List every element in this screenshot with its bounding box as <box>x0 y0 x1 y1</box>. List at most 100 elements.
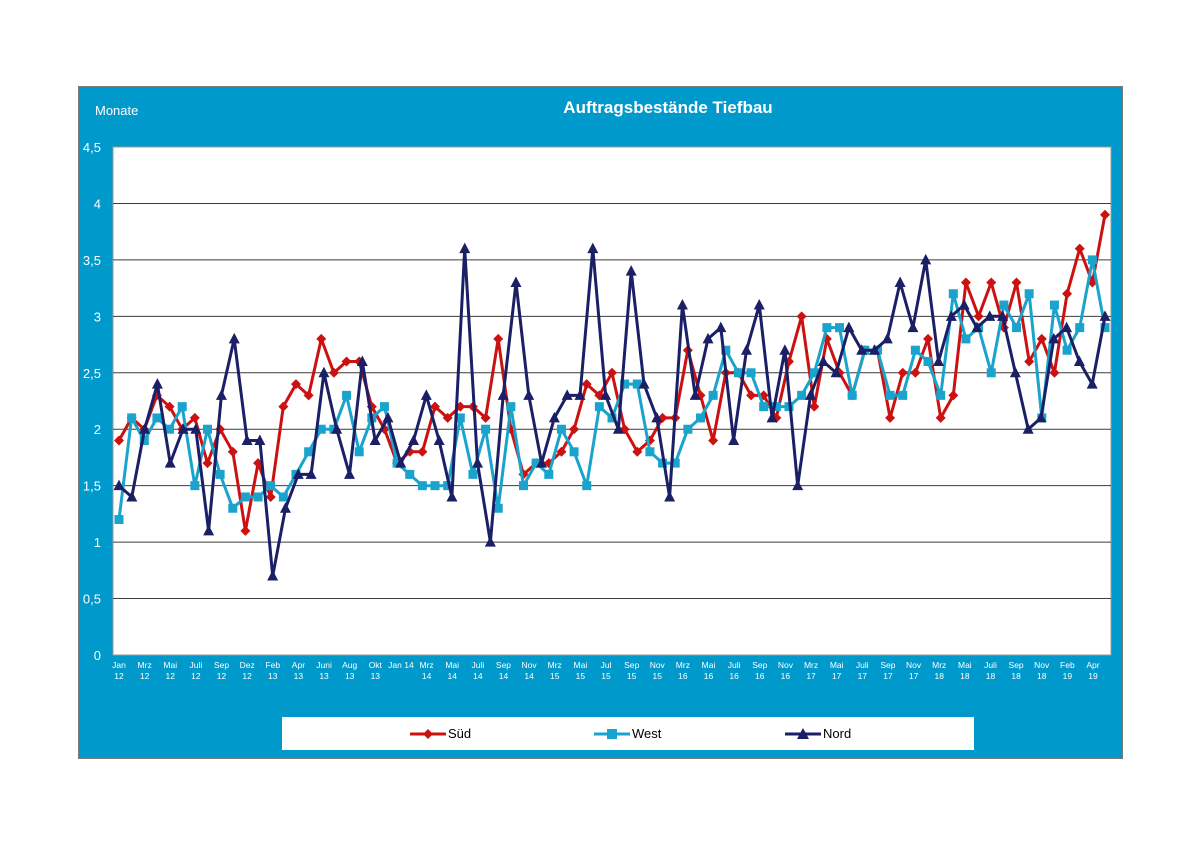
data-point-sued <box>493 333 504 344</box>
x-tick-month: Jul <box>601 660 612 670</box>
data-point-west <box>519 481 529 491</box>
data-point-west <box>405 469 415 479</box>
data-point-sued <box>581 379 592 390</box>
x-tick-month: Feb <box>1060 660 1075 670</box>
data-point-nord <box>933 355 945 366</box>
legend-label-west: West <box>632 726 662 741</box>
x-tick-year: 12 <box>217 671 227 681</box>
chart-title: Auftragsbestände Tiefbau <box>563 98 772 117</box>
data-point-nord <box>395 457 407 468</box>
data-point-west <box>645 447 655 457</box>
x-tick-month: Mrz <box>804 660 818 670</box>
data-point-west <box>607 413 617 423</box>
data-point-sued <box>746 390 757 401</box>
data-point-west <box>481 424 491 434</box>
x-tick-year: 15 <box>627 671 637 681</box>
data-point-nord <box>625 265 637 276</box>
x-tick-month: Juli <box>984 660 997 670</box>
data-point-nord <box>459 242 471 254</box>
x-tick-month: Sep <box>1009 660 1024 670</box>
data-point-west <box>771 402 781 412</box>
data-point-west <box>569 447 579 457</box>
data-point-sued <box>480 412 491 423</box>
data-point-nord <box>664 490 676 502</box>
data-point-nord <box>804 389 816 400</box>
data-point-west <box>392 458 402 468</box>
data-point-west <box>923 356 933 366</box>
x-tick-month: Sep <box>214 660 229 670</box>
data-point-nord <box>869 344 881 355</box>
data-point-nord <box>689 389 701 400</box>
x-tick-year: 19 <box>1088 671 1098 681</box>
x-tick-month: Juli <box>190 660 203 670</box>
data-point-sued <box>632 446 643 457</box>
x-tick-year: 14 <box>473 671 483 681</box>
x-tick-year: 12 <box>166 671 176 681</box>
data-point-sued <box>973 311 984 322</box>
x-tick-year: 17 <box>832 671 842 681</box>
data-point-sued <box>708 435 719 446</box>
x-tick-year: 13 <box>294 671 304 681</box>
data-point-nord <box>676 299 688 310</box>
legend-swatch-west <box>594 728 630 739</box>
data-point-nord <box>523 389 535 400</box>
data-point-west <box>948 289 958 299</box>
data-point-nord <box>600 389 612 400</box>
data-point-sued <box>202 458 213 469</box>
data-point-nord <box>792 479 804 491</box>
data-point-west <box>1062 345 1072 355</box>
data-point-nord <box>126 490 138 502</box>
data-point-west <box>733 368 743 378</box>
data-point-sued <box>442 412 453 423</box>
data-point-nord <box>740 344 752 355</box>
data-point-nord <box>766 411 778 423</box>
data-point-west <box>417 481 427 491</box>
data-point-sued <box>897 367 908 378</box>
x-tick-year: 12 <box>191 671 201 681</box>
x-tick-month: Sep <box>496 660 511 670</box>
data-point-nord <box>356 355 368 366</box>
x-tick-year: 12 <box>242 671 252 681</box>
series-nord <box>113 242 1111 581</box>
data-point-west <box>1049 300 1059 310</box>
data-point-west <box>215 469 225 479</box>
data-point-nord <box>612 423 624 434</box>
data-point-nord <box>151 378 163 389</box>
y-tick-label: 2 <box>94 422 101 437</box>
data-point-sued <box>569 424 580 435</box>
data-point-west <box>228 503 238 513</box>
data-point-nord <box>651 411 663 423</box>
data-point-west <box>1012 323 1022 333</box>
x-tick-month: Sep <box>624 660 639 670</box>
data-point-nord <box>164 457 176 468</box>
data-point-west <box>468 469 478 479</box>
x-tick-month: Mrz <box>548 660 562 670</box>
data-point-west <box>493 503 503 513</box>
data-point-west <box>354 447 364 457</box>
data-point-west <box>847 390 857 400</box>
data-point-nord <box>382 411 394 423</box>
data-point-west <box>190 481 200 491</box>
data-point-west <box>531 458 541 468</box>
data-point-west <box>999 300 1009 310</box>
data-point-nord <box>715 321 727 333</box>
x-tick-year: 18 <box>960 671 970 681</box>
plot-area <box>112 146 1112 656</box>
data-point-nord <box>638 378 650 389</box>
x-tick-year: 16 <box>755 671 765 681</box>
y-tick-label: 1,5 <box>83 479 101 494</box>
data-point-nord <box>433 434 445 446</box>
data-point-nord <box>177 423 189 434</box>
data-point-sued <box>960 277 971 288</box>
